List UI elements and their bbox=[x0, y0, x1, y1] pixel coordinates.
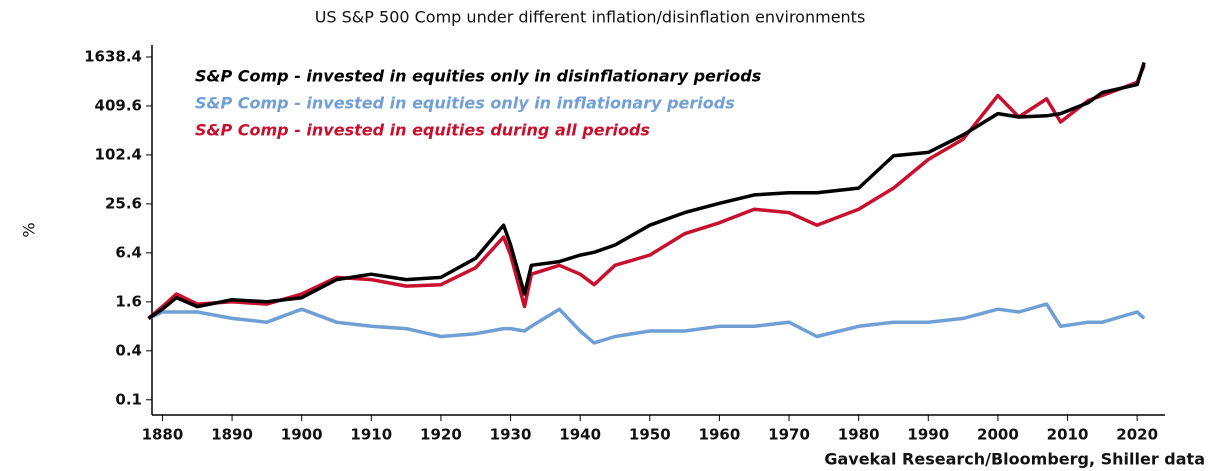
x-tick-label: 1920 bbox=[420, 426, 462, 444]
line-series bbox=[147, 61, 1146, 320]
x-tick-label: 1980 bbox=[838, 426, 880, 444]
x-tick-label: 2010 bbox=[1047, 426, 1089, 444]
x-tick-label: 1910 bbox=[350, 426, 392, 444]
line-series bbox=[147, 64, 1146, 320]
y-tick-label: 1638.4 bbox=[84, 47, 142, 65]
y-tick-label: 1.6 bbox=[115, 292, 142, 310]
x-tick-label: 1890 bbox=[211, 426, 253, 444]
legend-entry: S&P Comp - invested in equities during a… bbox=[195, 121, 650, 140]
x-tick-label: 1900 bbox=[281, 426, 323, 444]
legend-entry: S&P Comp - invested in equities only in … bbox=[195, 67, 761, 86]
y-tick-label: 102.4 bbox=[95, 145, 142, 163]
x-tick-label: 1930 bbox=[490, 426, 532, 444]
y-tick-label: 0.4 bbox=[115, 341, 142, 359]
x-tick-label: 1880 bbox=[142, 426, 184, 444]
y-tick-label: 6.4 bbox=[115, 243, 142, 261]
y-tick-label: 25.6 bbox=[105, 194, 142, 212]
x-tick-label: 1970 bbox=[768, 426, 810, 444]
line-series bbox=[147, 302, 1146, 345]
x-tick-label: 2000 bbox=[977, 426, 1019, 444]
legend-entry: S&P Comp - invested in equities only in … bbox=[195, 94, 735, 113]
source: Gavekal Research/Bloomberg, Shiller data bbox=[824, 450, 1205, 469]
x-tick-label: 2020 bbox=[1116, 426, 1158, 444]
x-tick-label: 1960 bbox=[699, 426, 741, 444]
x-tick-label: 1990 bbox=[907, 426, 949, 444]
y-tick-label: 409.6 bbox=[95, 96, 142, 114]
y-tick-label: 0.1 bbox=[115, 390, 142, 408]
x-tick-label: 1940 bbox=[559, 426, 601, 444]
x-tick-label: 1950 bbox=[629, 426, 671, 444]
y-axis-label: % bbox=[20, 222, 39, 237]
chart-title: US S&P 500 Comp under different inflatio… bbox=[315, 8, 866, 27]
